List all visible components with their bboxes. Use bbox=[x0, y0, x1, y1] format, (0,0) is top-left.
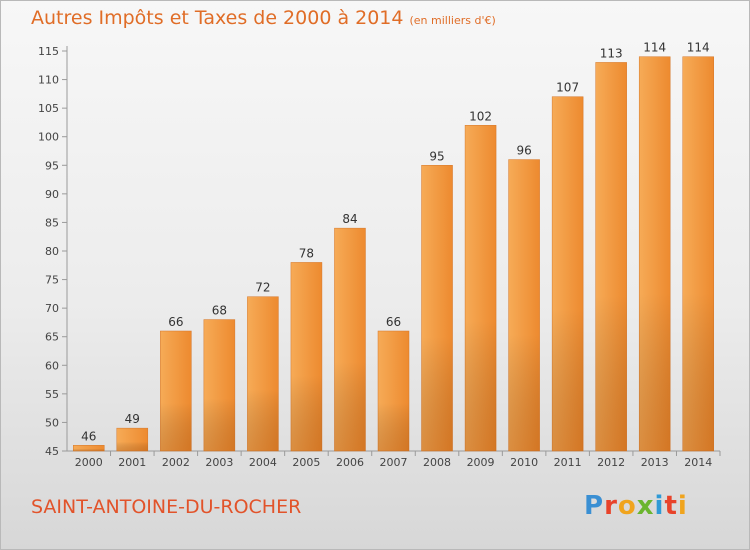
bar-shade bbox=[290, 262, 322, 451]
y-tick-label: 100 bbox=[38, 131, 59, 144]
bar-shade bbox=[465, 125, 497, 452]
x-tick-label: 2008 bbox=[423, 456, 451, 469]
logo-letter: i bbox=[677, 491, 688, 521]
x-tick-label: 2002 bbox=[162, 456, 190, 469]
data-label: 68 bbox=[212, 304, 227, 318]
logo-letter: i bbox=[654, 491, 665, 521]
data-label: 78 bbox=[299, 246, 314, 260]
y-tick-label: 65 bbox=[45, 331, 59, 344]
bar-shade bbox=[639, 56, 671, 451]
bar-shade bbox=[73, 445, 105, 451]
y-tick-label: 45 bbox=[45, 445, 59, 458]
y-tick-label: 95 bbox=[45, 159, 59, 172]
data-label: 114 bbox=[687, 41, 710, 55]
y-tick-label: 115 bbox=[38, 45, 59, 58]
data-label: 84 bbox=[342, 212, 357, 226]
data-label: 95 bbox=[429, 149, 444, 163]
data-label: 66 bbox=[386, 315, 401, 329]
bar-chart: 45 50 55 60 65 70 75 80 85 90 95 100 105 110 115 2000 20… bbox=[38, 41, 721, 469]
x-tick-label: 2010 bbox=[510, 456, 538, 469]
data-label: 72 bbox=[255, 281, 270, 295]
y-tick-label: 105 bbox=[38, 102, 59, 115]
proxiti-logo: Proxiti bbox=[584, 491, 688, 521]
data-label: 113 bbox=[600, 46, 623, 60]
x-tick-label: 2005 bbox=[292, 456, 320, 469]
x-tick-label: 2012 bbox=[597, 456, 625, 469]
chart-title-text: Autres Impôts et Taxes de 2000 à 2014 bbox=[31, 7, 404, 29]
bar-shade bbox=[508, 159, 540, 452]
bar-shade bbox=[116, 428, 148, 451]
bar-shade bbox=[595, 62, 627, 452]
x-tick-label: 2007 bbox=[380, 456, 408, 469]
bar-shade bbox=[334, 228, 366, 451]
x-tick-label: 2004 bbox=[249, 456, 277, 469]
logo-letter: r bbox=[604, 491, 618, 521]
bar-shade bbox=[247, 296, 279, 451]
bar-shade bbox=[421, 165, 453, 452]
x-tick-label: 2001 bbox=[118, 456, 146, 469]
x-tick-label: 2011 bbox=[554, 456, 582, 469]
x-tick-label: 2009 bbox=[467, 456, 495, 469]
y-tick-label: 75 bbox=[45, 274, 59, 287]
logo-letter: x bbox=[636, 491, 655, 521]
y-tick-label: 70 bbox=[45, 302, 59, 315]
logo-letter: o bbox=[617, 491, 637, 521]
x-tick-label: 2003 bbox=[205, 456, 233, 469]
data-label: 49 bbox=[125, 412, 140, 426]
x-tick-label: 2006 bbox=[336, 456, 364, 469]
chart-unit: (en milliers d'€) bbox=[409, 14, 496, 27]
data-label: 66 bbox=[168, 315, 183, 329]
bar-shade bbox=[160, 331, 192, 451]
y-tick-label: 50 bbox=[45, 416, 59, 429]
y-tick-label: 80 bbox=[45, 245, 59, 258]
x-tick-label: 2000 bbox=[75, 456, 103, 469]
data-label: 107 bbox=[556, 81, 579, 95]
y-tick-label: 60 bbox=[45, 359, 59, 372]
logo-letter: P bbox=[584, 491, 605, 521]
bars: 46 49 66 68 72 78 84 66 95 102 96 107 113 114 114 bbox=[73, 41, 714, 452]
bar-shade bbox=[378, 331, 409, 451]
y-tick-label: 90 bbox=[45, 188, 59, 201]
bar-shade bbox=[203, 319, 235, 451]
bar-shade bbox=[682, 56, 714, 451]
data-label: 102 bbox=[469, 109, 492, 123]
data-label: 114 bbox=[643, 41, 666, 55]
chart-title: Autres Impôts et Taxes de 2000 à 2014 (en… bbox=[31, 7, 496, 29]
y-tick-label: 85 bbox=[45, 216, 59, 229]
logo-letter: t bbox=[664, 491, 678, 521]
place-name: SAINT-ANTOINE-DU-ROCHER bbox=[31, 496, 302, 518]
bar-shade bbox=[552, 96, 584, 451]
data-label: 46 bbox=[81, 429, 96, 443]
x-tick-label: 2014 bbox=[684, 456, 712, 469]
data-label: 96 bbox=[516, 144, 531, 158]
y-tick-label: 110 bbox=[38, 74, 59, 87]
x-tick-label: 2013 bbox=[641, 456, 669, 469]
y-tick-label: 55 bbox=[45, 388, 59, 401]
